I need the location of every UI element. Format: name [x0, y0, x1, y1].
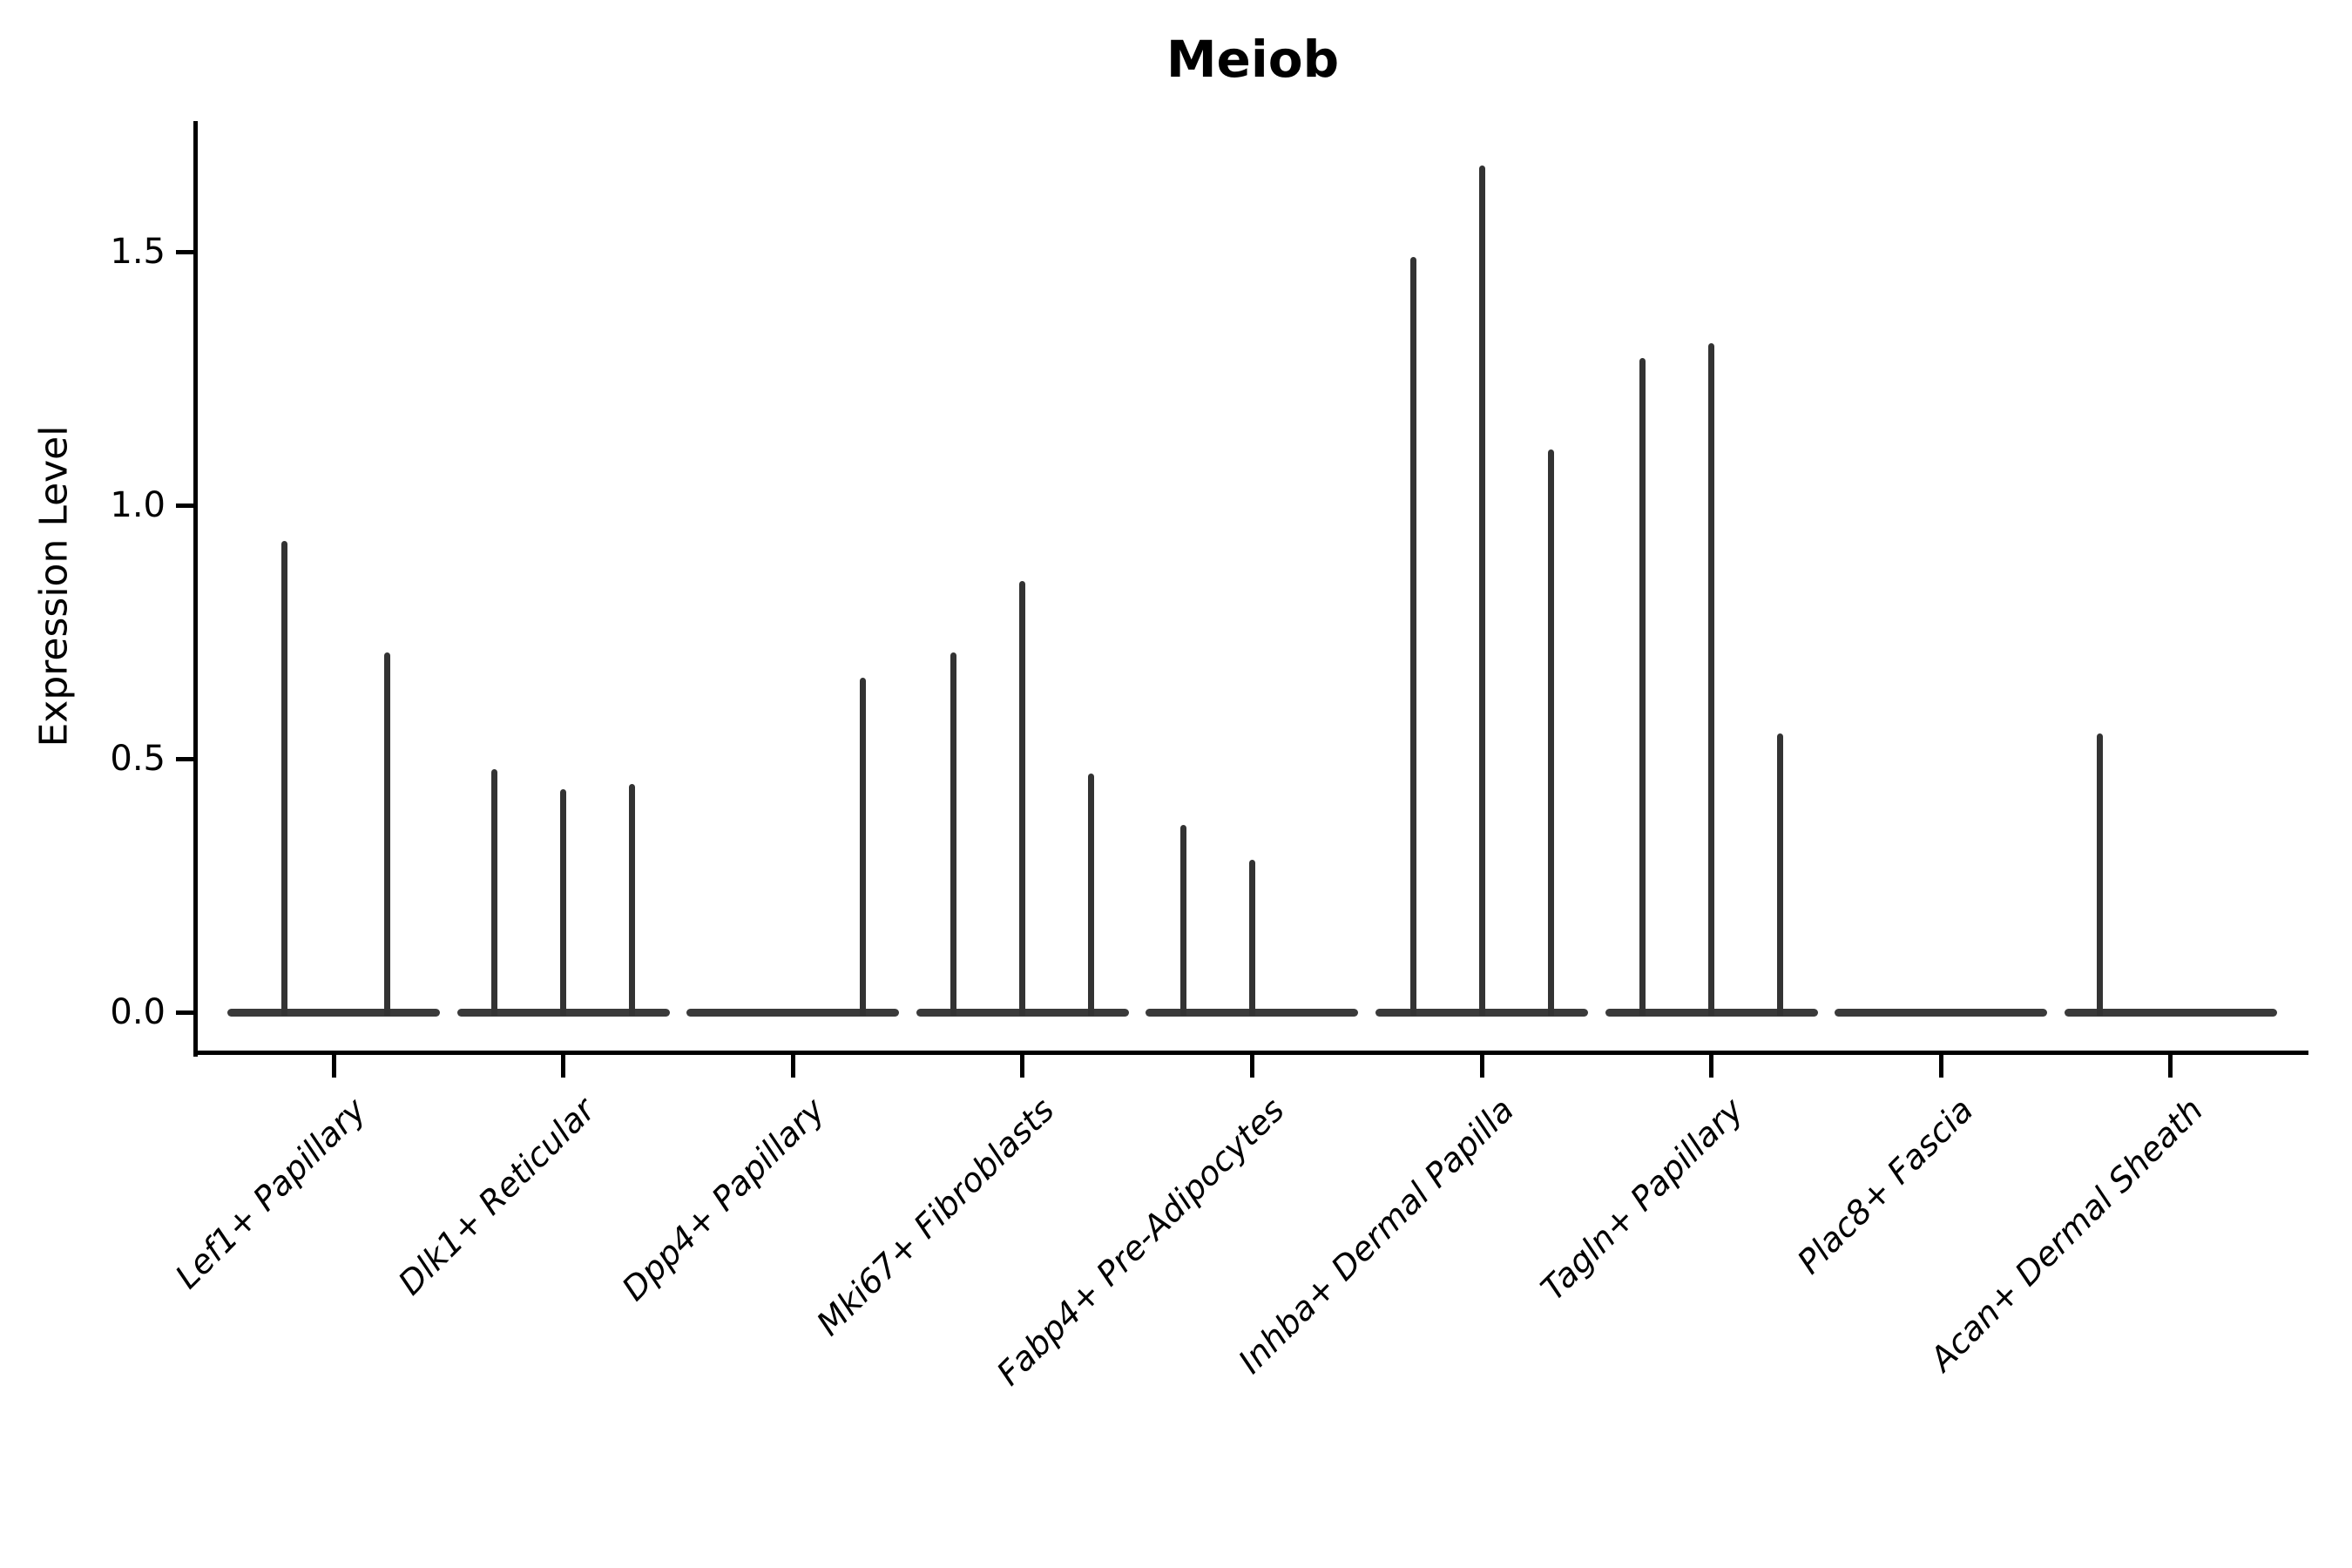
- y-tick-mark: [176, 249, 193, 254]
- violin-spike: [1019, 581, 1026, 1016]
- x-tick-label: Lef1+ Papillary: [167, 1091, 374, 1296]
- y-tick-label: 0.0: [110, 992, 166, 1032]
- x-tick-mark: [2168, 1055, 2173, 1078]
- x-tick-mark: [1938, 1055, 1943, 1078]
- violin-spike: [629, 784, 636, 1016]
- y-tick-label: 0.5: [110, 739, 166, 779]
- violin-spike: [280, 540, 287, 1016]
- x-tick-mark: [331, 1055, 336, 1078]
- x-tick-mark: [790, 1055, 795, 1078]
- x-tick-mark: [561, 1055, 566, 1078]
- violin-spike: [1639, 358, 1646, 1016]
- violin-spike: [1248, 860, 1255, 1016]
- x-tick-label: Mki67+ Fibroblasts: [809, 1091, 1062, 1343]
- x-tick-mark: [1020, 1055, 1025, 1078]
- violin-baseline: [1835, 1008, 2048, 1017]
- y-tick-mark: [176, 1010, 193, 1015]
- x-tick-label: Dpp4+ Papillary: [614, 1091, 833, 1308]
- violin-spike: [1708, 342, 1715, 1016]
- x-tick-mark: [1479, 1055, 1484, 1078]
- x-tick-label: Acan+ Dermal Sheath: [1922, 1091, 2210, 1379]
- violin-spike: [1088, 774, 1095, 1016]
- violin-spike: [383, 652, 390, 1016]
- chart-title: Meiob: [1166, 30, 1340, 89]
- violin-baseline: [2064, 1008, 2277, 1017]
- x-tick-mark: [1249, 1055, 1254, 1078]
- x-axis-spine: [193, 1051, 2308, 1055]
- y-tick-label: 1.5: [110, 232, 166, 272]
- violin-baseline: [686, 1008, 900, 1017]
- violin-spike: [1777, 733, 1784, 1016]
- y-tick-mark: [176, 503, 193, 508]
- y-axis-spine: [193, 121, 198, 1057]
- violin-spike: [2097, 733, 2104, 1016]
- x-tick-label: Tagln+ Papillary: [1533, 1091, 1751, 1308]
- violin-spike: [859, 677, 866, 1016]
- y-tick-mark: [176, 756, 193, 761]
- violin-spike: [1179, 824, 1186, 1016]
- violin-spike: [560, 788, 567, 1016]
- y-tick-label: 1.0: [110, 485, 166, 525]
- x-tick-label: Dlk1+ Reticular: [390, 1091, 603, 1302]
- violin-spike: [1409, 256, 1416, 1016]
- violin-spike: [950, 652, 957, 1016]
- violin-spike: [491, 768, 498, 1016]
- violin-spike: [1547, 449, 1554, 1016]
- violin-baseline: [227, 1008, 440, 1017]
- violin-spike: [1478, 166, 1485, 1016]
- y-axis-label: Expression Level: [31, 425, 77, 747]
- x-tick-label: Plac8+ Fascia: [1789, 1091, 1981, 1281]
- x-tick-mark: [1709, 1055, 1714, 1078]
